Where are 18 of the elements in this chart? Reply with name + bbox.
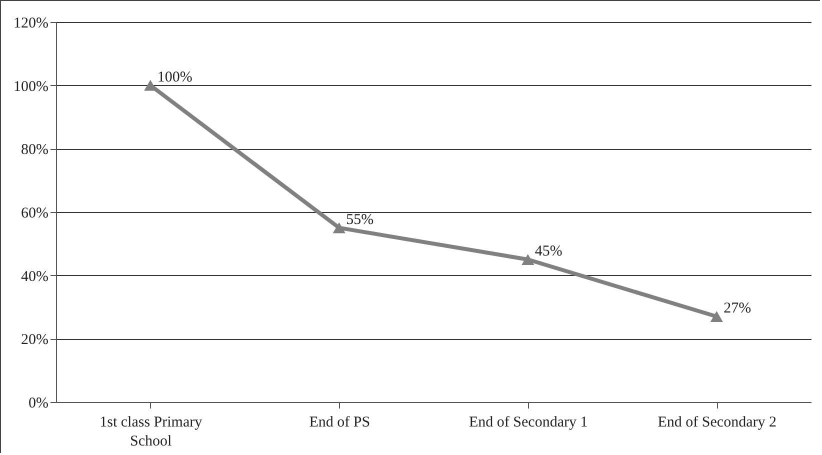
y-tick-label: 60% (21, 206, 48, 222)
y-tick-label: 100% (14, 78, 48, 95)
y-tick-label: 20% (21, 332, 48, 348)
y-tick-label: 0% (28, 396, 48, 412)
data-label: 45% (534, 244, 562, 260)
data-label: 27% (724, 300, 752, 316)
y-tick-label: 120% (14, 16, 48, 32)
x-tick-label: End of Secondary 1 (469, 414, 588, 430)
y-tick-label: 40% (21, 268, 48, 285)
point (332, 222, 346, 234)
data-label: 55% (346, 212, 374, 228)
y-tick-label: 80% (21, 142, 48, 158)
x-tick-label: End of Secondary 2 (658, 414, 776, 430)
point (522, 254, 534, 265)
point (710, 311, 723, 322)
data-label: 100% (157, 69, 192, 86)
x-tick-label: End of PS (309, 414, 370, 430)
x-tick-label: 1st class Primary School (100, 414, 203, 450)
